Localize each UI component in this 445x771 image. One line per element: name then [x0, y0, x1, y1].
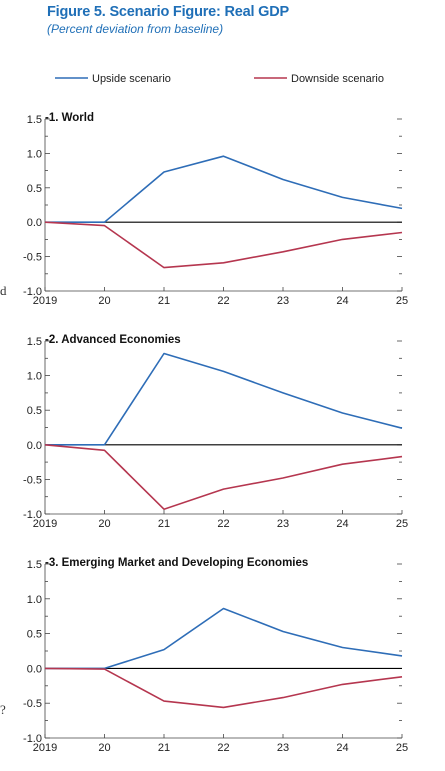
- legend-label: Downside scenario: [291, 73, 384, 85]
- panel-title: -3. Emerging Market and Developing Econo…: [45, 557, 308, 569]
- x-tick-label: 21: [158, 742, 170, 754]
- y-tick-label: 1.0: [27, 148, 42, 160]
- figure-title: Figure 5. Scenario Figure: Real GDP: [47, 4, 289, 20]
- x-tick-label: 2019: [33, 295, 57, 307]
- x-tick-label: 24: [336, 295, 348, 307]
- y-tick-label: 1.0: [27, 594, 42, 606]
- x-tick-label: 21: [158, 518, 170, 530]
- y-tick-label: -0.5: [23, 698, 42, 710]
- margin-mark: d: [0, 283, 7, 298]
- x-tick-label: 2019: [33, 742, 57, 754]
- legend-label: Upside scenario: [92, 73, 171, 85]
- x-tick-label: 23: [277, 742, 289, 754]
- series-line: [45, 607, 403, 670]
- y-tick-label: 0.5: [27, 183, 42, 195]
- figure-subtitle: (Percent deviation from baseline): [47, 22, 224, 36]
- x-tick-label: 20: [98, 742, 110, 754]
- y-tick-label: -1.0: [23, 286, 42, 298]
- series-line: [45, 352, 403, 446]
- y-tick-label: 0.0: [27, 663, 42, 675]
- y-tick-label: -0.5: [23, 252, 42, 264]
- x-tick-label: 23: [277, 518, 289, 530]
- series-line: [44, 444, 403, 511]
- x-tick-label: 2019: [33, 518, 57, 530]
- x-tick-label: 24: [336, 742, 348, 754]
- series-line: [44, 221, 403, 269]
- x-tick-label: 25: [396, 742, 408, 754]
- y-tick-label: 1.5: [27, 559, 42, 571]
- y-tick-label: 0.0: [27, 217, 42, 229]
- y-tick-label: 0.0: [27, 440, 42, 452]
- series-line: [45, 155, 403, 223]
- y-tick-label: -0.5: [23, 474, 42, 486]
- x-tick-label: 25: [396, 518, 408, 530]
- x-tick-label: 20: [98, 295, 110, 307]
- x-tick-label: 22: [217, 742, 229, 754]
- x-tick-label: 23: [277, 295, 289, 307]
- series-line: [44, 667, 403, 709]
- y-tick-label: -1.0: [23, 733, 42, 745]
- x-tick-label: 21: [158, 295, 170, 307]
- legend-item: Upside scenario: [55, 73, 171, 85]
- y-tick-label: 0.5: [27, 405, 42, 417]
- x-tick-label: 22: [217, 518, 229, 530]
- panel-title: -2. Advanced Economies: [45, 334, 181, 346]
- margin-mark: ?: [0, 702, 6, 717]
- y-tick-label: 0.5: [27, 629, 42, 641]
- x-tick-label: 20: [98, 518, 110, 530]
- y-tick-label: -1.0: [23, 509, 42, 521]
- x-tick-label: 24: [336, 518, 348, 530]
- y-tick-label: 1.0: [27, 371, 42, 383]
- panel-title: -1. World: [45, 112, 94, 124]
- x-tick-label: 22: [217, 295, 229, 307]
- y-tick-label: 1.5: [27, 114, 42, 126]
- x-tick-label: 25: [396, 295, 408, 307]
- legend-item: Downside scenario: [254, 73, 384, 85]
- y-tick-label: 1.5: [27, 336, 42, 348]
